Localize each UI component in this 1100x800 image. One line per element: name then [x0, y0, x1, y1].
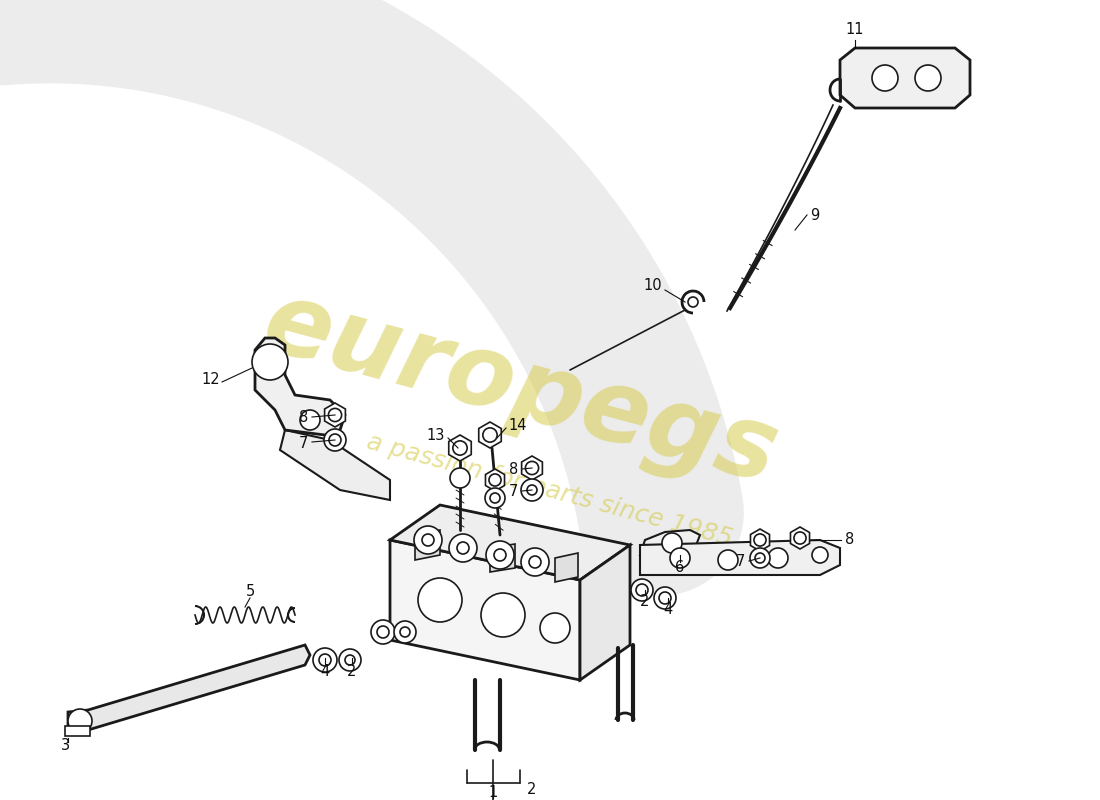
Circle shape: [540, 613, 570, 643]
Text: 8: 8: [508, 462, 518, 478]
Text: 1: 1: [488, 785, 497, 800]
Circle shape: [319, 654, 331, 666]
Circle shape: [481, 593, 525, 637]
Circle shape: [529, 556, 541, 568]
Text: 7: 7: [298, 435, 308, 450]
Circle shape: [527, 485, 537, 495]
Text: 8: 8: [845, 533, 855, 547]
Circle shape: [456, 542, 469, 554]
Circle shape: [755, 553, 764, 563]
Circle shape: [422, 534, 435, 546]
Polygon shape: [840, 48, 970, 108]
Polygon shape: [324, 403, 345, 427]
Text: 10: 10: [644, 278, 662, 294]
Circle shape: [300, 410, 320, 430]
Polygon shape: [415, 530, 440, 560]
Text: 11: 11: [846, 22, 865, 38]
Circle shape: [872, 65, 898, 91]
Polygon shape: [68, 645, 310, 730]
Circle shape: [915, 65, 940, 91]
Polygon shape: [521, 456, 542, 480]
Circle shape: [414, 526, 442, 554]
Circle shape: [636, 584, 648, 596]
Circle shape: [314, 648, 337, 672]
Text: 14: 14: [508, 418, 527, 433]
Circle shape: [324, 429, 346, 451]
Text: 8: 8: [299, 410, 308, 426]
Text: 2: 2: [640, 594, 650, 610]
Polygon shape: [490, 544, 515, 572]
Circle shape: [750, 548, 770, 568]
Text: 5: 5: [245, 585, 254, 599]
Text: 2: 2: [348, 665, 356, 679]
Circle shape: [654, 587, 676, 609]
Polygon shape: [640, 530, 700, 556]
Polygon shape: [556, 553, 578, 582]
Circle shape: [688, 297, 698, 307]
Polygon shape: [640, 540, 840, 575]
Text: europegs: europegs: [253, 275, 788, 505]
Polygon shape: [449, 435, 471, 461]
Text: 7: 7: [508, 485, 518, 499]
Polygon shape: [280, 430, 390, 500]
Text: 3: 3: [60, 738, 69, 753]
Polygon shape: [485, 469, 505, 491]
Circle shape: [490, 493, 500, 503]
Circle shape: [485, 488, 505, 508]
Text: 13: 13: [427, 427, 446, 442]
Circle shape: [521, 548, 549, 576]
Circle shape: [631, 579, 653, 601]
Circle shape: [768, 548, 788, 568]
Circle shape: [662, 533, 682, 553]
Circle shape: [449, 534, 477, 562]
Circle shape: [494, 549, 506, 561]
Circle shape: [659, 592, 671, 604]
Circle shape: [718, 550, 738, 570]
Polygon shape: [65, 726, 90, 736]
Circle shape: [329, 434, 341, 446]
Text: 4: 4: [320, 665, 330, 679]
Text: 12: 12: [201, 373, 220, 387]
Polygon shape: [390, 540, 580, 680]
Circle shape: [812, 547, 828, 563]
Text: 2: 2: [527, 782, 537, 798]
Circle shape: [418, 578, 462, 622]
Polygon shape: [390, 505, 630, 580]
Circle shape: [339, 649, 361, 671]
Text: 4: 4: [663, 602, 672, 618]
Text: 9: 9: [810, 207, 820, 222]
Text: 7: 7: [736, 554, 745, 570]
Text: a passion for parts since 1985: a passion for parts since 1985: [364, 430, 736, 550]
Circle shape: [394, 621, 416, 643]
Polygon shape: [255, 338, 345, 435]
Circle shape: [400, 627, 410, 637]
Circle shape: [670, 548, 690, 568]
Circle shape: [345, 655, 355, 665]
Circle shape: [377, 626, 389, 638]
Circle shape: [450, 468, 470, 488]
Circle shape: [371, 620, 395, 644]
Circle shape: [486, 541, 514, 569]
Polygon shape: [580, 545, 630, 680]
Polygon shape: [478, 422, 502, 448]
Circle shape: [252, 344, 288, 380]
Polygon shape: [791, 527, 810, 549]
Polygon shape: [750, 529, 770, 551]
Text: 6: 6: [675, 561, 684, 575]
Circle shape: [68, 709, 92, 733]
Circle shape: [521, 479, 543, 501]
